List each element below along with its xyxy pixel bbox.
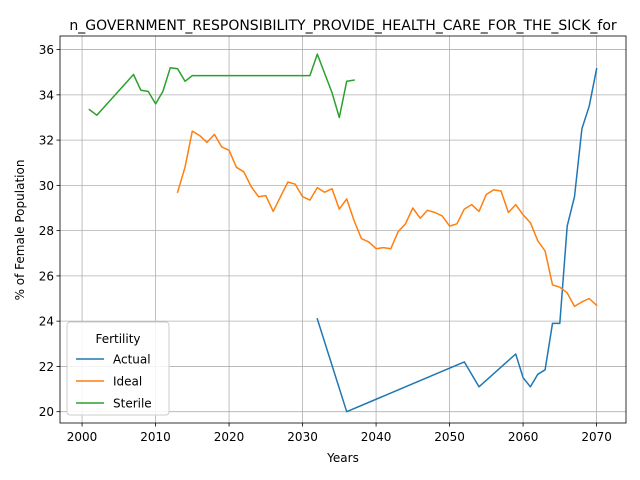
y-tick-label: 30	[39, 179, 54, 193]
x-axis-ticks: 2000 2010 2020 2030 2040 2050 2060 2070	[67, 423, 612, 444]
y-tick-label: 22	[39, 360, 54, 374]
y-axis-ticks: 20 22 24 26 28 30 32 34 36	[39, 43, 60, 419]
x-tick-label: 2010	[140, 430, 171, 444]
y-tick-label: 24	[39, 315, 54, 329]
series-line-sterile	[88, 53, 355, 119]
series-line-actual	[316, 67, 598, 413]
x-tick-label: 2050	[434, 430, 465, 444]
x-tick-label: 2060	[508, 430, 539, 444]
legend: Fertility Actual Ideal Sterile	[66, 321, 170, 416]
legend-title: Fertility	[95, 332, 140, 346]
x-tick-label: 2000	[67, 430, 98, 444]
legend-box	[66, 321, 170, 416]
x-tick-label: 2070	[581, 430, 612, 444]
y-tick-label: 36	[39, 43, 54, 57]
x-tick-label: 2040	[361, 430, 392, 444]
chart-title: n_GOVERNMENT_RESPONSIBILITY_PROVIDE_HEAL…	[69, 18, 617, 34]
y-tick-label: 20	[39, 405, 54, 419]
plot-area-frame	[59, 35, 627, 424]
legend-label-actual: Actual	[113, 353, 151, 367]
series-line-ideal	[176, 130, 598, 308]
y-axis-label: % of Female Population	[13, 160, 27, 301]
x-tick-label: 2030	[287, 430, 318, 444]
legend-label-sterile: Sterile	[113, 397, 152, 411]
y-tick-label: 26	[39, 269, 54, 283]
series-lines	[88, 53, 598, 413]
y-tick-label: 34	[39, 88, 54, 102]
legend-entries: Actual Ideal Sterile	[76, 353, 152, 411]
x-tick-label: 2020	[214, 430, 245, 444]
y-tick-label: 32	[39, 134, 54, 148]
y-tick-label: 28	[39, 224, 54, 238]
legend-label-ideal: Ideal	[113, 375, 142, 389]
x-axis-label: Years	[326, 451, 359, 465]
